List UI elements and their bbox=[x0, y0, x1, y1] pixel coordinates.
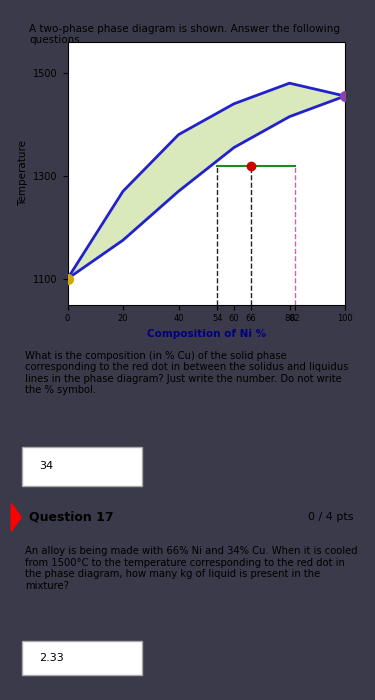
Text: An alloy is being made with 66% Ni and 34% Cu. When it is cooled
from 1500°C to : An alloy is being made with 66% Ni and 3… bbox=[26, 546, 358, 591]
X-axis label: Composition of Ni %: Composition of Ni % bbox=[147, 329, 266, 339]
Text: 0 / 4 pts: 0 / 4 pts bbox=[308, 512, 353, 522]
FancyBboxPatch shape bbox=[22, 641, 142, 675]
Text: What is the composition (in % Cu) of the solid phase
corresponding to the red do: What is the composition (in % Cu) of the… bbox=[26, 351, 349, 395]
FancyBboxPatch shape bbox=[22, 447, 142, 486]
Text: 34: 34 bbox=[39, 461, 54, 471]
Polygon shape bbox=[11, 503, 21, 531]
Y-axis label: Temperature: Temperature bbox=[18, 140, 28, 206]
Text: A two-phase phase diagram is shown. Answer the following
questions: A two-phase phase diagram is shown. Answ… bbox=[29, 24, 340, 46]
Text: 2.33: 2.33 bbox=[39, 653, 64, 663]
Text: Question 17: Question 17 bbox=[29, 510, 114, 523]
